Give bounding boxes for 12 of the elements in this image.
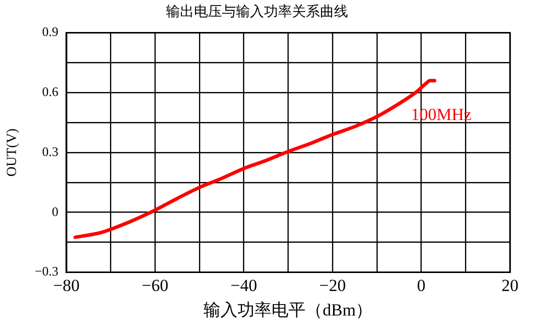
y-tick-label: 0	[52, 204, 58, 219]
y-tick-label: 0.9	[42, 24, 58, 40]
x-tick-label: 0	[417, 276, 426, 295]
y-tick-label: 0.6	[42, 84, 59, 100]
x-tick-label: −40	[230, 276, 258, 295]
x-tick-label: 20	[502, 276, 518, 295]
x-tick-label: −60	[142, 276, 168, 295]
y-tick-label: 0.3	[42, 144, 58, 159]
x-axis-title: 输入功率电平（dBm）	[204, 300, 373, 320]
y-axis-title: OUT(V)	[5, 128, 20, 177]
chart-title: 输出电压与输入功率关系曲线	[166, 4, 348, 20]
x-tick-label: −20	[319, 276, 346, 295]
